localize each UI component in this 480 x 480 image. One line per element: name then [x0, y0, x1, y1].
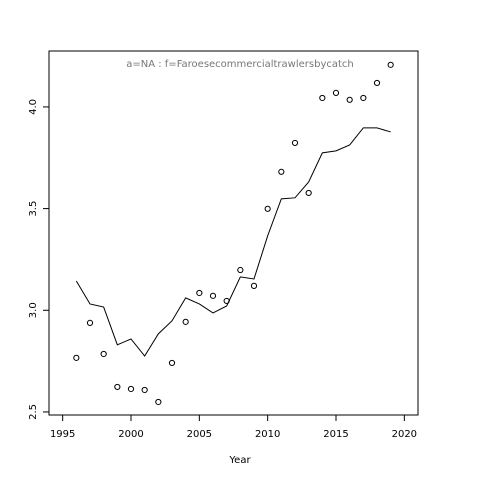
y-tick-label: 3.5	[28, 201, 39, 217]
data-point	[291, 139, 299, 147]
data-point	[127, 385, 135, 393]
data-point	[319, 94, 326, 102]
data-point	[264, 205, 271, 212]
x-tick-label: 1995	[50, 429, 75, 440]
data-point	[86, 319, 94, 326]
data-point	[332, 89, 340, 96]
fit-line	[75, 127, 391, 357]
plot-frame	[48, 50, 419, 416]
y-tick-label: 2.5	[28, 404, 39, 420]
data-point	[360, 94, 367, 102]
data-point	[141, 386, 148, 394]
x-tick-label: 2000	[118, 429, 143, 440]
x-tick-label: 2010	[255, 429, 280, 440]
data-point	[387, 61, 394, 68]
x-axis-label: Year	[228, 455, 251, 466]
x-tick-label: 2015	[323, 429, 348, 440]
data-point	[209, 292, 217, 299]
data-point	[305, 189, 312, 197]
x-tick-label: 2005	[187, 429, 212, 440]
data-point	[155, 398, 162, 406]
data-point	[100, 350, 107, 358]
x-tick-label: 2020	[392, 429, 417, 440]
data-point	[73, 354, 80, 361]
data-point	[182, 318, 189, 325]
data-point	[196, 289, 203, 297]
data-point	[250, 282, 258, 289]
data-point	[168, 359, 176, 367]
data-point	[346, 96, 353, 103]
y-tick-label: 3.0	[28, 302, 39, 318]
data-point	[373, 79, 381, 87]
data-point	[114, 383, 121, 391]
data-point	[278, 168, 285, 175]
y-tick-label: 4.0	[28, 99, 39, 115]
data-point	[237, 266, 244, 274]
chart-title: a=NA : f=Faroesecommercialtrawlersbycatc…	[126, 59, 354, 70]
